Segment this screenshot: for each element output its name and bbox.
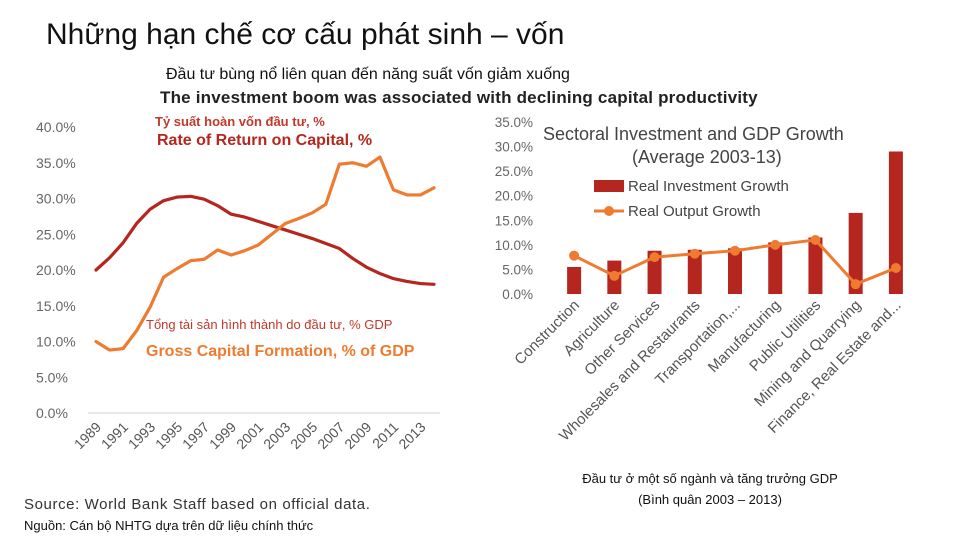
series-label-return-vi: Tỷ suất hoàn vốn đầu tư, % (155, 114, 325, 129)
chart1-y-axis: 0.0% 5.0% 10.0% 15.0% 20.0% 25.0% 30.0% 35.0% 40… (36, 119, 76, 421)
bar-investment-8 (848, 212, 863, 294)
legend-swatch-investment (594, 180, 624, 192)
chart1-x-tick-label: 1995 (152, 419, 185, 452)
chart1-x-tick-label: 2003 (260, 419, 293, 452)
chart1-x-tick-label: 1989 (71, 419, 104, 452)
chart1-y-tick-label: 20.0% (36, 262, 76, 278)
point-output-4 (689, 248, 700, 259)
bar-investment-3 (647, 250, 662, 294)
chart2-y-tick-label: 15.0% (495, 213, 533, 228)
point-output-3 (649, 252, 660, 263)
bar-investment-4 (687, 249, 702, 294)
chart2-y-tick-label: 5.0% (502, 262, 533, 277)
chart2-caption-line1: Đầu tư ở một số ngành và tăng trưởng GDP (582, 471, 838, 486)
legend-label-investment: Real Investment Growth (628, 178, 789, 195)
bar-investment-7 (808, 237, 823, 294)
chart1-x-tick-label: 2011 (369, 419, 402, 452)
series-label-gcf-en: Gross Capital Formation, % of GDP (146, 343, 415, 360)
chart1-y-tick-label: 40.0% (36, 119, 76, 135)
chart1-y-tick-label: 10.0% (36, 334, 76, 350)
chart1-x-axis: 1989199119931995199719992001200320052007… (71, 419, 429, 452)
chart1-y-tick-label: 0.0% (36, 405, 68, 421)
chart1-x-tick-label: 2005 (287, 419, 320, 452)
point-output-5 (730, 245, 740, 256)
legend-label-output: Real Output Growth (628, 203, 761, 220)
chart2-output-line (569, 234, 901, 290)
chart1-x-tick-label: 1997 (179, 419, 212, 452)
legend-marker-output (604, 206, 614, 216)
subtitle-english: The investment boom was associated with … (160, 88, 758, 107)
bar-investment-5 (728, 248, 742, 294)
chart1-y-tick-label: 5.0% (36, 369, 68, 385)
chart2-y-axis: 0.0% 5.0% 10.0% 15.0% 20.0% 25.0% 30.0% 35.0% (495, 115, 533, 302)
chart2-y-tick-label: 35.0% (495, 115, 533, 130)
slide-title: Những hạn chế cơ cấu phát sinh – vốn (46, 18, 565, 51)
chart1-x-tick-label: 1993 (125, 419, 158, 452)
point-output-6 (770, 239, 781, 250)
chart1-x-tick-label: 2001 (233, 419, 266, 452)
chart1-x-tick-label: 2013 (395, 419, 428, 452)
series-line-return-on-capital (94, 194, 436, 286)
chart2-y-tick-label: 25.0% (495, 164, 533, 179)
chart1-y-tick-label: 35.0% (36, 155, 76, 171)
source-note-vietnamese: Nguồn: Cán bộ NHTG dựa trên dữ liệu chín… (24, 518, 314, 533)
bar-investment-1 (567, 266, 582, 294)
chart2-caption-line2: (Bình quân 2003 – 2013) (638, 492, 782, 507)
bar-chart-sectoral-investment: 0.0% 5.0% 10.0% 15.0% 20.0% 25.0% 30.0% 35.0% C… (495, 115, 905, 445)
chart1-x-tick-label: 1999 (206, 419, 239, 452)
point-output-1 (569, 250, 580, 261)
point-output-8 (850, 279, 861, 290)
series-label-return-en: Rate of Return on Capital, % (157, 132, 372, 149)
chart2-legend: Real Investment Growth Real Output Growt… (594, 178, 789, 220)
source-note-english: Source: World Bank Staff based on offici… (24, 496, 371, 513)
chart2-y-tick-label: 10.0% (495, 238, 533, 253)
series-line-gross-capital-formation (94, 155, 436, 352)
chart1-x-tick-label: 2009 (341, 419, 374, 452)
chart1-series (94, 155, 436, 352)
chart2-caption: Đầu tư ở một số ngành và tăng trưởng GDP… (540, 468, 880, 510)
chart2-title: Sectoral Investment and GDP Growth (543, 124, 844, 144)
chart1-x-tick-label: 2007 (314, 419, 347, 452)
chart1-gridlines (88, 412, 440, 414)
point-output-2 (609, 270, 620, 281)
chart2-y-tick-label: 30.0% (495, 140, 533, 155)
chart1-y-tick-label: 25.0% (36, 226, 76, 242)
chart1-x-tick-label: 1991 (98, 419, 131, 452)
chart2-y-tick-label: 20.0% (495, 189, 533, 204)
chart1-y-tick-label: 30.0% (36, 191, 76, 207)
bar-investment-6 (768, 242, 783, 294)
series-label-gcf-vi: Tổng tài sản hình thành do đầu tư, % GDP (146, 317, 392, 332)
chart2-subtitle: (Average 2003-13) (632, 147, 782, 167)
chart1-y-tick-label: 15.0% (36, 298, 76, 314)
line-chart-return-vs-capital-formation: 0.0% 5.0% 10.0% 15.0% 20.0% 25.0% 30.0% 35.0% 40… (36, 114, 440, 452)
point-output-9 (890, 262, 901, 273)
point-output-7 (810, 234, 821, 245)
bar-investment-9 (888, 151, 903, 294)
subtitle-vietnamese: Đầu tư bùng nổ liên quan đến năng suất v… (166, 66, 570, 83)
chart2-y-tick-label: 0.0% (502, 287, 533, 302)
